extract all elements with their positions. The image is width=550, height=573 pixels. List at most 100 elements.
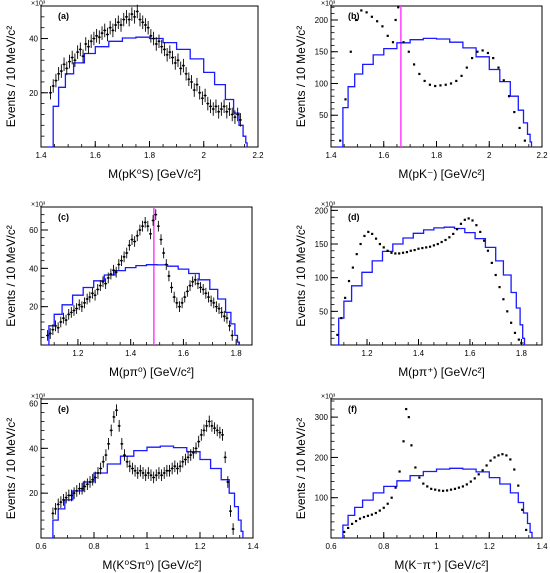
y-tick-label: 60 [29,226,38,235]
data-point [80,482,84,495]
data-point [128,460,132,473]
x-tick-label: 1.2 [72,349,84,358]
data-point [108,20,112,35]
data-point [475,224,478,227]
data-point [423,79,426,83]
data-point [460,74,463,77]
panel-e: 20 40 60 0.6 0.8 1 1.2 1.4 (e) ×10³ M(K⁰Sπ⁰) [… [4,394,259,573]
data-point [343,530,346,534]
data-point [445,489,449,492]
data-point [421,246,424,250]
data-point [180,297,184,309]
data-point [497,66,500,69]
data-point [193,274,197,286]
data-point [486,51,490,55]
x-tick-label: 2.2 [252,151,264,160]
y-tick-label: 40 [29,35,38,44]
y-tick-label: 100 [315,274,329,283]
data-point [371,232,374,236]
data-point [172,291,176,303]
data-point [90,287,94,299]
data-point [59,64,63,78]
data-marks [339,407,533,539]
data-point [381,25,384,28]
x-tick-label: 0.6 [35,542,47,551]
x-axis-title: M(pK⁻) [GeV/c²] [398,167,484,181]
data-point [146,220,150,232]
data-point [490,261,493,264]
data-point [191,276,195,288]
data-point [407,50,410,53]
data-point [51,79,55,93]
data-point [178,460,182,473]
data-point [410,444,413,447]
data-point [340,316,343,320]
data-point [93,471,97,484]
data-point [152,471,156,484]
x-tick-label: 1.8 [516,349,528,358]
data-point [130,234,134,245]
data-point [191,446,195,459]
data-point [407,416,410,419]
y-axis-ticks: 50 100 150 200 [315,6,338,142]
x-axis-title: M(pK⁰S) [GeV/c²] [108,167,201,181]
data-point [149,469,153,482]
y-tick-label: 200 [315,206,329,215]
data-point [494,273,497,277]
y-tick-label: 50 [319,111,328,120]
data-point [394,252,397,255]
x-tick-label: 1.6 [90,151,102,160]
data-point [469,480,472,483]
x-tick-label: 1 [434,542,439,551]
data-point [394,18,397,22]
data-point [465,66,468,69]
data-point [417,247,420,250]
data-marks [49,404,244,539]
data-point [351,266,354,269]
data-point [525,528,528,532]
data-point [46,330,50,341]
data-point [170,282,174,293]
data-point [378,242,381,246]
y-exponent-label: ×10³ [31,202,46,209]
data-point [141,467,145,479]
data-point [67,489,71,502]
data-point [143,216,147,228]
data-point [77,482,81,495]
data-point [390,251,393,254]
data-point [136,467,140,479]
data-point [176,53,180,68]
data-point [72,487,76,499]
data-point [196,278,200,290]
data-point [148,228,152,240]
data-point [80,301,84,313]
axes-box [330,5,543,148]
data-point [222,310,226,322]
data-point [154,469,158,482]
y-tick-label: 20 [29,303,38,312]
data-point [351,522,354,525]
y-axis-title: Events / 10 MeV/c² [294,418,308,519]
data-point [212,297,216,309]
y-tick-label: 20 [29,89,38,98]
data-point [112,411,116,423]
data-point [336,333,339,337]
data-point [181,455,185,468]
data-point [51,507,55,520]
y-axis-ticks: 20 40 60 [29,214,48,338]
data-point [101,455,105,468]
data-point [211,102,215,116]
data-point [119,18,123,32]
y-axis-title: Events / 10 MeV/c² [4,225,18,326]
data-point [513,110,516,114]
data-point [186,451,190,464]
data-point [430,487,433,490]
y-exponent-label: ×10³ [321,202,336,209]
data-point [355,253,358,256]
data-point [146,467,150,479]
axes-box [40,206,253,346]
data-point [378,509,381,512]
data-point [138,12,142,27]
x-axis-title: M(K⁻π⁺) [GeV/c²] [394,558,488,572]
data-point [236,107,240,122]
